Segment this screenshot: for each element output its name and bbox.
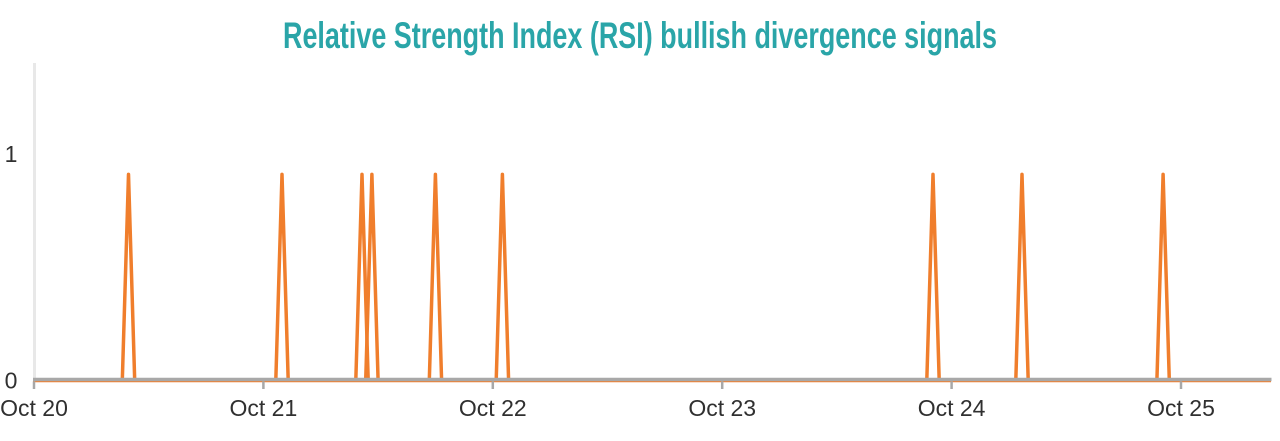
signal-spike [427,172,444,381]
x-tick-label: Oct 25 [1147,395,1215,421]
y-tick-label: 1 [5,141,18,167]
signal-spike [1155,172,1172,381]
signal-spike [363,172,380,381]
signal-spike [1014,172,1030,381]
signal-spike [494,172,511,381]
x-tick-label: Oct 21 [230,395,298,421]
y-axis-labels: 01 [5,141,18,394]
signal-spike [120,172,137,381]
x-tick-label: Oct 23 [688,395,756,421]
x-tick-label: Oct 22 [459,395,527,421]
x-tick-label: Oct 24 [918,395,986,421]
y-tick-label: 0 [5,368,18,394]
signal-spike [274,172,290,381]
signal-series [33,172,1271,383]
x-tick-label: Oct 20 [0,395,68,421]
x-axis-ticks [32,381,1183,389]
signal-spike [925,172,941,381]
chart-title: Relative Strength Index (RSI) bullish di… [283,15,997,56]
x-axis-labels: Oct 20 Oct 21 Oct 22 Oct 23 Oct 24 Oct 25 [0,395,1215,421]
